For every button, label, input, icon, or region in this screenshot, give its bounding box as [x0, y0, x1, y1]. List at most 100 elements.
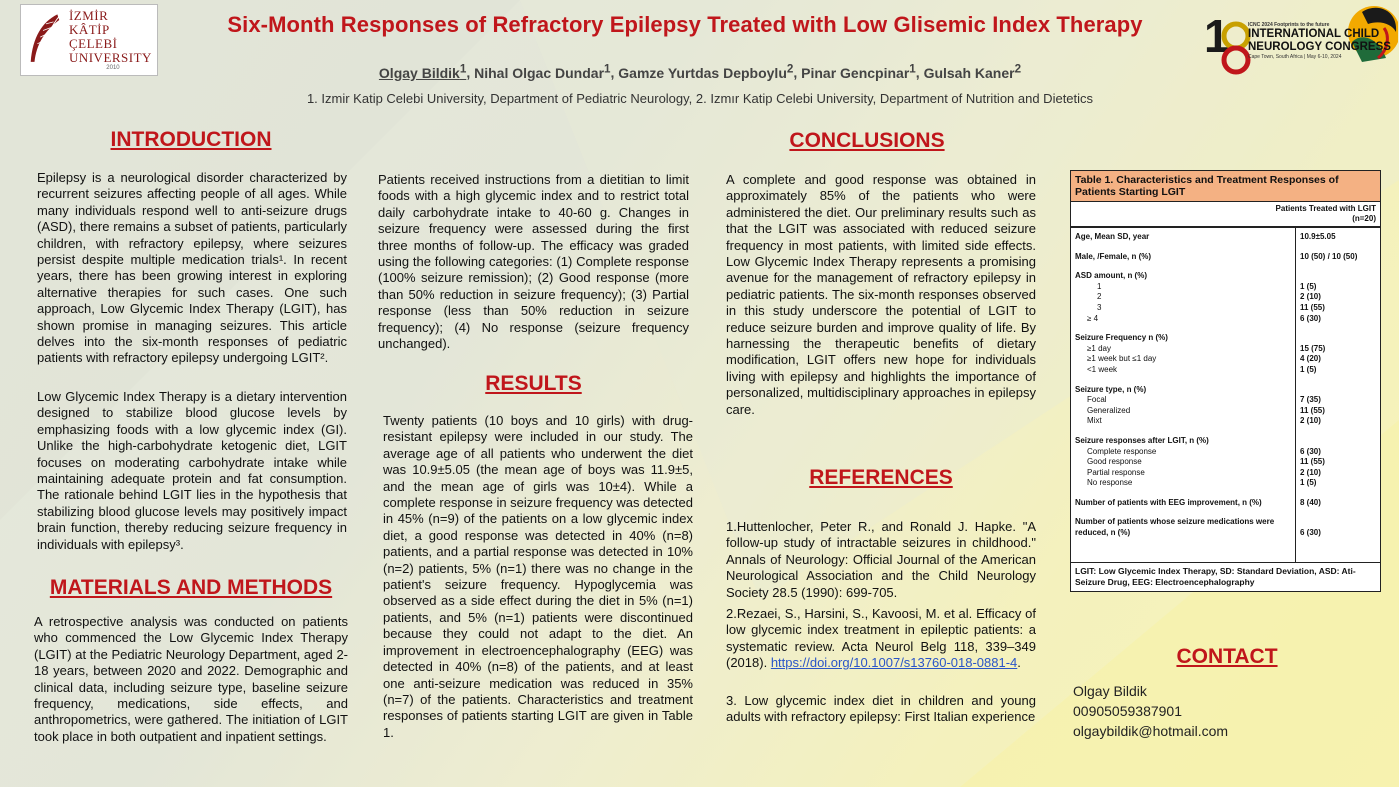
reference-2-end: .: [1017, 655, 1021, 671]
results-heading: RESULTS: [485, 372, 582, 395]
contact-name: Olgay Bildik: [1073, 683, 1147, 699]
table-row-value: 6 (30): [1300, 446, 1321, 456]
table-row-group: Age, Mean SD, year: [1075, 232, 1291, 243]
university-logo-text-1: İZMİR: [68, 8, 109, 23]
table-row-group: Seizure responses after LGIT, n (%) Compl…: [1075, 436, 1291, 489]
table-row-value: 6 (30): [1300, 313, 1321, 323]
table-row-label: Number of patients with EEG improvement,…: [1075, 497, 1262, 507]
table-row-label: ASD amount, n (%): [1075, 271, 1147, 281]
congress-logo-line1: ICNC 2024 Footprints to the future: [1248, 22, 1330, 28]
author-1: Olgay Bildik1: [378, 62, 467, 81]
conclusions-heading: CONCLUSIONS: [789, 129, 945, 152]
table-row-value: [1300, 333, 1376, 344]
table-row-value: 15 (75): [1300, 343, 1326, 353]
table-row-value: 1 (5): [1300, 478, 1317, 488]
methods-paragraph-2: Patients received instructions from a di…: [378, 172, 689, 352]
congress-logo-line4: Cape Town, South Africa | May 6-10, 2024: [1248, 54, 1342, 60]
table-value-group: 10 (50) / 10 (50): [1300, 252, 1376, 263]
introduction-paragraph-1: Epilepsy is a neurological disorder char…: [37, 170, 347, 366]
results-paragraph: Twenty patients (10 boys and 10 girls) w…: [383, 413, 694, 740]
table-row-label: 1: [1097, 281, 1102, 291]
reference-2: 2.Rezaei, S., Harsini, S., Kavoosi, M. e…: [726, 606, 1036, 672]
table-row-label: Seizure type, n (%): [1075, 384, 1147, 394]
introduction-heading: INTRODUCTION: [110, 128, 272, 151]
table-row-label: Complete response: [1087, 446, 1157, 456]
table-body: Age, Mean SD, year Male, /Female, n (%) AS…: [1071, 228, 1380, 564]
congress-emblem-icon: 1: [1204, 6, 1399, 75]
reference-2-doi-link[interactable]: https://doi.org/10.1007/s13760-018-0881-…: [770, 655, 1018, 671]
table-row-label: Seizure Frequency n (%): [1075, 333, 1168, 343]
table-row-label: Seizure responses after LGIT, n (%): [1075, 435, 1209, 445]
university-logo: İZMİR KÂTİP ÇELEBİ UNIVERSITY 2010: [20, 4, 158, 76]
table-row-group: Number of patients whose seizure medicat…: [1075, 517, 1291, 538]
table-row-value: 2 (10): [1300, 416, 1321, 426]
table-value-group: 7 (35) 11 (55) 2 (10): [1300, 385, 1376, 427]
table-value-column: 10.9±5.05 10 (50) / 10 (50) 1 (5) 2 (10) 11 …: [1296, 228, 1380, 562]
table-row-value: 11 (55): [1300, 302, 1325, 312]
table-row-value: 6 (30): [1300, 528, 1321, 538]
table-row-label: Number of patients whose seizure medicat…: [1075, 517, 1275, 538]
table-row-value: [1300, 271, 1376, 282]
table-row-value: [1300, 385, 1376, 396]
introduction-paragraph-2: Low Glycemic Index Therapy is a dietary …: [37, 389, 347, 552]
table-row-value: 2 (10): [1300, 467, 1321, 477]
table-row-value: 1 (5): [1300, 281, 1317, 291]
table-row-value: 11 (55): [1300, 405, 1325, 415]
table-row-value: 2 (10): [1300, 292, 1321, 302]
table-value-group: 6 (30) 11 (55) 2 (10) 1 (5): [1300, 436, 1376, 489]
table-row-group: Number of patients with EEG improvement,…: [1075, 498, 1291, 509]
reference-3: 3. Low glycemic index diet in children a…: [726, 693, 1036, 725]
table-row-label: Focal: [1087, 395, 1107, 405]
quill-logo-icon: [30, 14, 60, 62]
table-row-label: No response: [1087, 478, 1133, 488]
table-value-group: 10.9±5.05: [1300, 232, 1376, 243]
contact-phone: 00905059387901: [1073, 703, 1183, 719]
table-row-label: 3: [1097, 302, 1102, 312]
table-row-label: 2: [1097, 292, 1102, 302]
table-row-label: ≥1 day: [1087, 343, 1111, 353]
table-row-value: 10.9±5.05: [1300, 232, 1336, 241]
table-row-group: Male, /Female, n (%): [1075, 252, 1291, 263]
table-value-group: 15 (75) 4 (20) 1 (5): [1300, 333, 1376, 375]
table-row-label: Good response: [1087, 457, 1142, 467]
reference-1: 1.Huttenlocher, Peter R., and Ronald J. …: [726, 519, 1036, 600]
affiliations: 1. Izmir Katip Celebi University, Depart…: [306, 91, 1094, 106]
table-column-header: Patients Treated with LGIT (n=20): [1071, 202, 1380, 228]
author-2: Nihal Olgac Dundar1: [474, 62, 611, 81]
contact-block: Olgay Bildik 00905059387901 olgaybildik@…: [1073, 681, 1373, 741]
poster-title: Six-Month Responses of Refractory Epilep…: [227, 12, 1143, 37]
author-4: Pinar Gencpinar1: [801, 62, 916, 81]
congress-logo: 1 ICNC 2024 Footprints to the future INT…: [1202, 2, 1399, 78]
methods-paragraph-1: A retrospective analysis was conducted o…: [34, 614, 348, 744]
table-row-label: Generalized: [1087, 405, 1131, 415]
table-row-label: Partial response: [1087, 467, 1145, 477]
table-title: Table 1. Characteristics and Treatment R…: [1071, 171, 1380, 202]
table-row-label: ≥1 week but ≤1 day: [1087, 354, 1157, 364]
university-logo-text-2: KÂTİP ÇELEBİ: [68, 22, 118, 51]
table-row-label: Male, /Female, n (%): [1075, 251, 1152, 261]
congress-logo-line2: INTERNATIONAL CHILD: [1248, 28, 1380, 40]
table-value-group: 8 (40): [1300, 498, 1376, 519]
university-logo-year: 2010: [106, 65, 120, 71]
table-row-group: Seizure type, n (%) Focal Generalized Mixt: [1075, 385, 1291, 427]
table-row-value: 4 (20): [1300, 354, 1321, 364]
table-row-value: 11 (55): [1300, 457, 1325, 467]
author-5: Gulsah Kaner2: [923, 62, 1022, 81]
table-row-label: Age, Mean SD, year: [1075, 232, 1150, 241]
author-3: Gamze Yurtdas Depboylu2: [618, 62, 794, 81]
methods-heading: MATERIALS AND METHODS: [49, 576, 333, 599]
congress-logo-line3: NEUROLOGY CONGRESS: [1248, 41, 1391, 53]
table-row-value: 7 (35): [1300, 395, 1321, 405]
reference-2-text: 2.Rezaei, S., Harsini, S., Kavoosi, M. e…: [726, 606, 1036, 671]
conclusions-paragraph: A complete and good response was obtaine…: [726, 172, 1036, 417]
table-row-group: ASD amount, n (%) 1 2 3 ≥ 4: [1075, 271, 1291, 324]
table-row-label: Mixt: [1087, 416, 1102, 426]
table-row-value: [1300, 436, 1376, 447]
contact-email[interactable]: olgaybildik@hotmail.com: [1073, 723, 1229, 739]
author-list: Olgay Bildik1, Nihal Olgac Dundar1, Gamz…: [378, 62, 1022, 81]
contact-heading: CONTACT: [1176, 645, 1278, 668]
table-row-label: ≥ 4: [1087, 313, 1099, 323]
table-label-column: Age, Mean SD, year Male, /Female, n (%) AS…: [1071, 228, 1296, 563]
table-row-group: Seizure Frequency n (%) ≥1 day ≥1 week but…: [1075, 333, 1291, 375]
table-footnote: LGIT: Low Glycemic Index Therapy, SD: St…: [1075, 566, 1356, 588]
